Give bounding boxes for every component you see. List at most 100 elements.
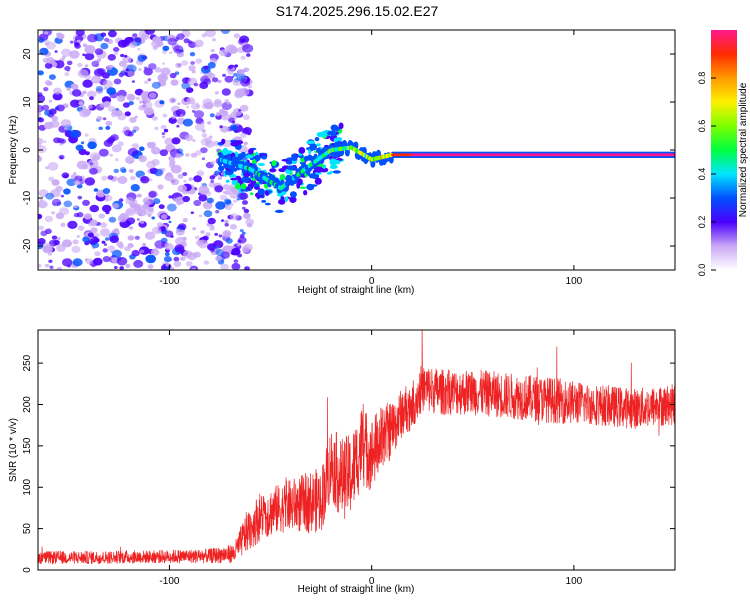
spectrogram-blob	[221, 88, 231, 96]
spectrogram-blob	[214, 91, 219, 95]
colorbar-tick-label: 0.6	[697, 120, 707, 133]
spectrogram-blob	[332, 170, 341, 174]
spectrogram-blob	[104, 37, 110, 42]
spectrogram-blob	[330, 130, 337, 137]
spectrogram-blob	[198, 185, 210, 195]
spectrogram-blob	[237, 239, 242, 244]
spectrogram-blob	[66, 87, 71, 91]
spectrogram-blob	[125, 68, 129, 72]
spectrogram-blob	[221, 113, 231, 121]
spectrogram-blob	[257, 162, 265, 167]
spectrogram-blob	[80, 141, 85, 145]
spectrogram-blob	[77, 69, 89, 78]
spectrogram-blob	[48, 259, 53, 263]
spectrogram-blob	[195, 239, 204, 246]
spectrogram-blob	[243, 141, 248, 146]
spectrogram-blob	[172, 110, 182, 117]
spectrogram-blob	[115, 108, 119, 111]
spectrogram-blob	[82, 53, 86, 57]
spectrogram-blob	[73, 205, 78, 209]
spectrogram-blob	[82, 43, 88, 48]
spectrogram-blob	[289, 191, 297, 198]
spectrogram-blob	[182, 172, 188, 177]
spectrogram-blob	[119, 266, 124, 270]
spectrogram-blob	[51, 179, 60, 186]
spectrogram-blob	[192, 227, 197, 231]
spectrogram-blob	[179, 114, 184, 118]
spectrogram-blob	[136, 193, 142, 198]
spectrogram-blob	[136, 218, 140, 221]
spectrogram-blob	[228, 64, 234, 70]
spectrogram-blob	[250, 174, 254, 179]
spectrogram-blob	[93, 188, 99, 192]
spectrogram-blob	[51, 211, 56, 215]
spectrogram-blob	[210, 180, 214, 183]
spectrogram-blob	[203, 78, 212, 85]
snr-series-line	[38, 330, 675, 565]
spectrogram-blob	[162, 45, 170, 51]
spectrogram-blob	[158, 204, 165, 210]
spectrogram-blob	[71, 245, 81, 253]
spectrogram-blob	[64, 72, 70, 77]
spectrogram-blob	[231, 247, 241, 256]
spectrogram-blob	[198, 214, 203, 218]
spectrogram-blob	[49, 120, 60, 128]
spectrogram-blob	[138, 146, 145, 152]
spectrogram-blob	[206, 197, 214, 204]
spectrogram-blob	[271, 160, 277, 167]
spectrogram-blob	[181, 82, 191, 90]
spectrogram-blob	[152, 45, 158, 51]
spectrogram-blob	[38, 112, 42, 117]
spectrogram-blob	[106, 87, 116, 95]
spectrogram-blob	[224, 75, 234, 83]
spectrogram-ytick-label: -20	[22, 238, 33, 253]
spectrogram-blob	[169, 97, 177, 104]
spectrogram-blob	[167, 203, 177, 212]
spectrogram-blob	[147, 264, 154, 269]
spectrogram-blob	[234, 140, 244, 145]
spectrogram-blob	[53, 239, 60, 246]
spectrogram-blob	[117, 141, 124, 147]
spectrogram-blob	[162, 62, 166, 65]
spectrogram-blob	[124, 54, 128, 58]
spectrogram-blob	[82, 90, 87, 95]
spectrogram-blob	[176, 33, 185, 40]
spectrogram-blob	[116, 256, 128, 266]
spectrogram-blob	[242, 206, 246, 210]
spectrogram-blob	[218, 165, 225, 172]
spectrogram-blob	[200, 147, 208, 154]
spectrogram-blob	[145, 254, 156, 264]
spectrogram-blob	[219, 108, 226, 114]
spectrogram-blob	[107, 175, 114, 181]
spectrogram-blob	[240, 55, 246, 60]
spectrogram-blob	[171, 115, 177, 120]
spectrogram-blob	[84, 64, 89, 68]
spectrogram-blob	[308, 149, 312, 155]
spectrogram-blob	[103, 87, 108, 90]
spectrogram-blob	[234, 64, 239, 68]
spectrogram-blob	[162, 50, 167, 54]
spectrogram-blob	[221, 138, 226, 145]
spectrogram-blob	[193, 199, 202, 207]
spectrogram-blob	[243, 212, 251, 220]
spectrogram-blob	[224, 223, 229, 227]
spectrogram-blob	[125, 197, 135, 205]
spectrogram-blob	[87, 90, 97, 99]
spectrogram-blob	[248, 148, 254, 155]
spectrogram-blob	[189, 52, 196, 57]
colorbar: 0.0 0.2 0.4 0.6 0.8 Normalized spectral ampl…	[697, 30, 749, 276]
spectrogram-blob	[167, 37, 177, 46]
spectrogram-blob	[90, 227, 98, 234]
spectrogram-blob	[191, 110, 196, 113]
spectrogram-blob	[60, 119, 72, 128]
spectrogram-blob	[232, 199, 238, 203]
spectrogram-blob	[236, 73, 247, 82]
spectrogram-blob	[329, 164, 338, 169]
spectrogram-blob	[94, 48, 104, 55]
spectrogram-blob	[254, 155, 261, 162]
spectrogram-blob	[237, 69, 245, 75]
spectrogram-blob	[191, 102, 201, 110]
spectrogram-blob	[190, 152, 198, 158]
spectrogram-blob	[164, 137, 174, 146]
spectrogram-blob	[101, 175, 108, 181]
